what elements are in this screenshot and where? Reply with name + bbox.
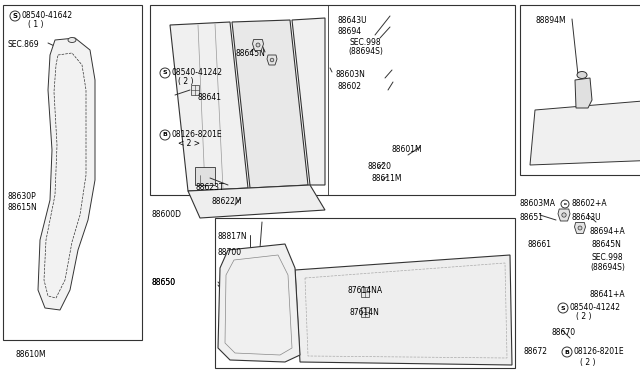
Circle shape [562,347,572,357]
Text: 88645N: 88645N [592,240,622,249]
Text: S: S [561,305,565,311]
Text: 08540-41242: 08540-41242 [172,68,223,77]
Text: 87614NA: 87614NA [348,286,383,295]
Bar [195,167,215,185]
Text: (88694S): (88694S) [590,263,625,272]
Text: o: o [564,202,566,206]
Circle shape [10,11,20,21]
Text: 88603MA: 88603MA [520,199,556,208]
Text: 88620: 88620 [368,162,392,171]
Text: 88601M: 88601M [392,145,422,154]
Text: 88651: 88651 [520,213,544,222]
Text: 88623T: 88623T [196,183,225,192]
Bar [191,85,199,95]
Text: 88602: 88602 [338,82,362,91]
Text: 88672: 88672 [524,347,548,356]
Polygon shape [575,222,586,234]
Text: 88643U: 88643U [572,213,602,222]
Text: 88641: 88641 [198,93,222,102]
Bar [150,5,515,195]
Circle shape [558,303,568,313]
Bar [244,251,252,261]
Ellipse shape [68,38,76,42]
Text: 87614N: 87614N [350,308,380,317]
Text: 88894M: 88894M [535,16,566,25]
Polygon shape [267,55,277,65]
Circle shape [270,58,274,62]
Text: 88670: 88670 [552,328,576,337]
Polygon shape [38,38,95,310]
Circle shape [561,200,569,208]
Bar [3,5,142,340]
Text: B: B [564,350,570,355]
Text: S: S [163,71,167,76]
Bar [58,155,75,195]
Text: 88600D: 88600D [152,210,182,219]
Polygon shape [188,185,325,218]
Text: ( 2 ): ( 2 ) [178,77,193,86]
Text: ( 2 ): ( 2 ) [580,358,595,367]
Text: SEC.998: SEC.998 [592,253,623,262]
Ellipse shape [577,71,587,78]
Text: 88641+A: 88641+A [590,290,626,299]
Text: 88643U: 88643U [338,16,367,25]
Text: 08126-8201E: 08126-8201E [172,130,223,139]
Text: 88610M: 88610M [15,350,45,359]
Polygon shape [530,100,640,165]
Text: B: B [163,132,168,138]
Polygon shape [232,20,308,188]
Text: 88694+A: 88694+A [590,227,626,236]
Circle shape [256,43,260,47]
Text: SEC.998: SEC.998 [350,38,381,47]
Circle shape [160,130,170,140]
Text: 88817N: 88817N [218,232,248,241]
Text: 88603N: 88603N [335,70,365,79]
Text: (88694S): (88694S) [348,47,383,56]
Text: 88661: 88661 [528,240,552,249]
Text: SEC.869: SEC.869 [8,40,40,49]
Text: 08126-8201E: 08126-8201E [574,347,625,356]
Bar [361,307,369,317]
Text: 88694: 88694 [338,27,362,36]
Polygon shape [558,209,570,221]
Text: S: S [13,13,17,19]
Text: 88645N: 88645N [236,49,266,58]
Bar [520,5,640,175]
Polygon shape [295,255,512,365]
Bar [215,218,515,368]
Text: 88615N: 88615N [8,203,38,212]
Polygon shape [292,18,325,185]
Circle shape [562,213,566,217]
Text: 88700: 88700 [218,248,242,257]
Circle shape [578,226,582,230]
Bar [361,287,369,297]
Text: 88611M: 88611M [372,174,403,183]
Text: 88650: 88650 [152,278,176,287]
Text: 88630P: 88630P [8,192,36,201]
Text: 88650: 88650 [152,278,176,287]
Text: 88622M: 88622M [212,197,243,206]
Text: 88602+A: 88602+A [572,199,607,208]
Text: 08540-41642: 08540-41642 [22,11,73,20]
Text: < 2 >: < 2 > [178,139,200,148]
Bar [570,130,595,150]
Text: ( 2 ): ( 2 ) [576,312,591,321]
Circle shape [160,68,170,78]
Text: ( 1 ): ( 1 ) [28,20,44,29]
Text: 08540-41242: 08540-41242 [570,303,621,312]
Polygon shape [218,244,300,362]
Polygon shape [575,78,592,108]
Polygon shape [170,22,248,191]
Polygon shape [253,39,264,51]
